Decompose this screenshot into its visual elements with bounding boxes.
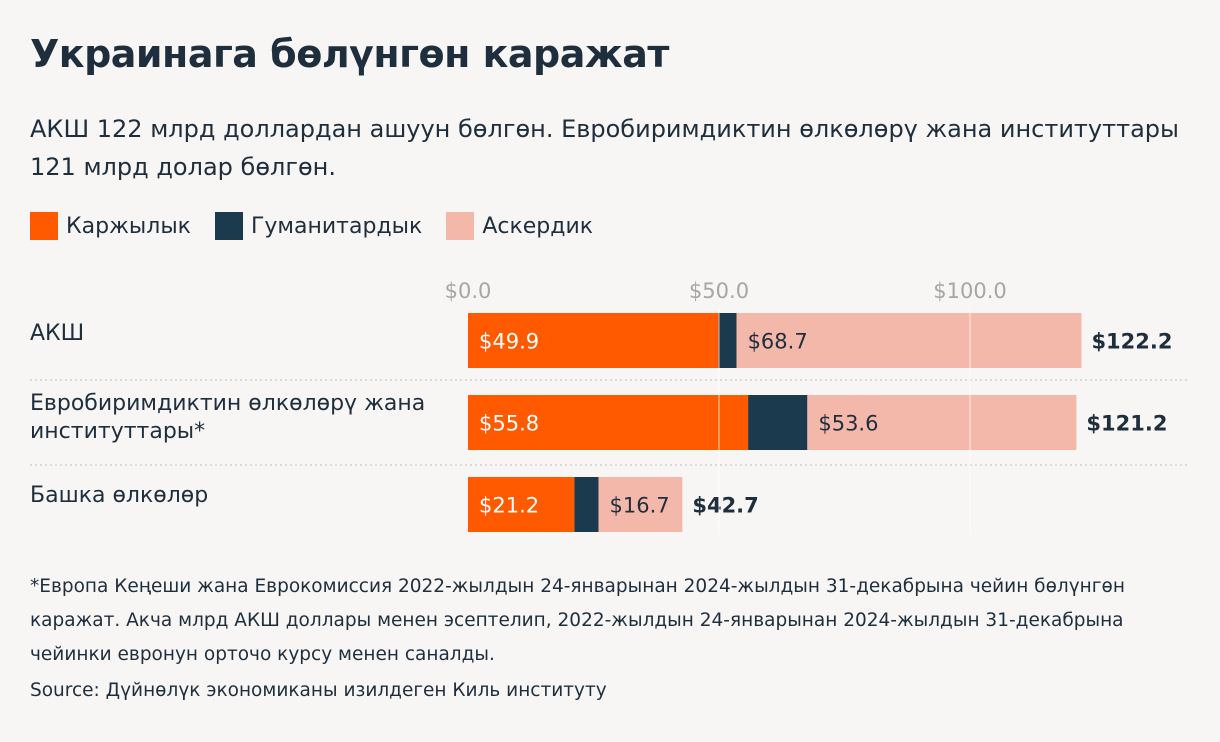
- bar-humanitarian-1: [748, 395, 808, 450]
- bar-financial-0: [468, 313, 719, 368]
- data-label-military-2: $16.7: [610, 494, 670, 518]
- legend-swatch-military: [446, 212, 475, 240]
- category-label-1-0: Евробиримдиктин өлкөлөрү жана: [30, 391, 425, 416]
- chart-title: Украинага бөлүнгөн каражат: [30, 32, 669, 76]
- data-label-military-1: $53.6: [818, 412, 878, 436]
- bar-military-2: [598, 477, 683, 532]
- category-label-0-0: АКШ: [30, 321, 84, 346]
- legend-label-humanitarian: Гуманитардык: [250, 213, 423, 239]
- legend-label-military: Аскердик: [482, 213, 594, 239]
- data-label-military-0: $68.7: [748, 330, 808, 354]
- category-label-1-1: институттары*: [30, 419, 205, 444]
- x-tick-label-0: $0.0: [445, 279, 492, 303]
- chart-source: Source: Дүйнөлүк экономиканы изилдеген К…: [30, 680, 607, 701]
- category-label-2-0: Башка өлкөлөр: [30, 483, 208, 508]
- data-label-financial-0: $49.9: [479, 330, 539, 354]
- legend-item-financial: Каржылык: [30, 212, 191, 240]
- x-tick-label-2: $100.0: [933, 279, 1006, 303]
- legend-swatch-financial: [30, 212, 58, 240]
- legend-swatch-humanitarian: [214, 212, 243, 240]
- legend-item-military: Аскердик: [446, 212, 593, 240]
- data-label-financial-1: $55.8: [479, 412, 539, 436]
- bar-financial-1: [468, 395, 749, 450]
- bar-military-1: [807, 395, 1077, 450]
- bar-military-0: [736, 313, 1082, 368]
- total-label-1: $121.2: [1086, 412, 1167, 436]
- total-label-2: $42.7: [692, 494, 758, 518]
- data-label-financial-2: $21.2: [479, 494, 539, 518]
- bar-financial-2: [468, 477, 575, 532]
- legend: Каржылык Гуманитардык Аскердик: [30, 212, 617, 240]
- bar-humanitarian-0: [718, 313, 737, 368]
- bar-humanitarian-2: [574, 477, 599, 532]
- chart-footnote: *Европа Кеңеши жана Еврокомиссия 2022-жы…: [30, 576, 1125, 665]
- legend-label-financial: Каржылык: [66, 213, 191, 239]
- legend-item-humanitarian: Гуманитардык: [214, 212, 423, 240]
- total-label-0: $122.2: [1091, 330, 1172, 354]
- chart-subtitle: АКШ 122 млрд доллардан ашуун бөлгөн. Евр…: [30, 115, 1179, 181]
- x-tick-label-1: $50.0: [689, 279, 749, 303]
